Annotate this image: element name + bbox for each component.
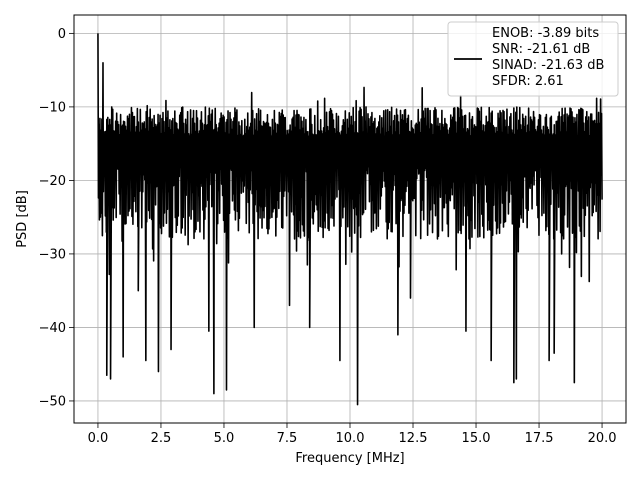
x-tick-label: 15.0	[462, 431, 491, 446]
y-tick-label: −30	[39, 247, 66, 262]
legend-enob: ENOB: -3.89 bits	[492, 26, 599, 41]
y-tick-label: −40	[39, 321, 66, 336]
x-axis-ticks: 0.0 2.5 5.0 7.5 10.0 12.5 15.0 17.5 20.0	[88, 423, 617, 446]
x-tick-label: 7.5	[277, 431, 298, 446]
x-tick-label: 5.0	[214, 431, 235, 446]
legend-sfdr: SFDR: 2.61	[492, 74, 564, 89]
x-tick-label: 20.0	[588, 431, 617, 446]
y-tick-label: −50	[39, 394, 66, 409]
legend: ENOB: -3.89 bits SNR: -21.61 dB SINAD: -…	[447, 21, 619, 97]
psd-series-line	[97, 33, 603, 406]
x-axis-label: Frequency [MHz]	[295, 451, 404, 466]
y-tick-label: −20	[39, 174, 66, 189]
legend-snr: SNR: -21.61 dB	[492, 42, 590, 57]
y-tick-label: −10	[39, 100, 66, 115]
x-tick-label: 12.5	[399, 431, 428, 446]
y-axis-label: PSD [dB]	[15, 190, 30, 248]
y-axis-ticks: 0 −10 −20 −30 −40 −50	[39, 27, 74, 409]
x-tick-label: 10.0	[336, 431, 365, 446]
x-tick-label: 2.5	[151, 431, 172, 446]
x-tick-label: 0.0	[88, 431, 109, 446]
x-tick-label: 17.5	[525, 431, 554, 446]
y-tick-label: 0	[58, 27, 66, 42]
legend-sinad: SINAD: -21.63 dB	[492, 58, 604, 73]
legend-box	[447, 21, 619, 97]
plot-area	[97, 33, 603, 406]
